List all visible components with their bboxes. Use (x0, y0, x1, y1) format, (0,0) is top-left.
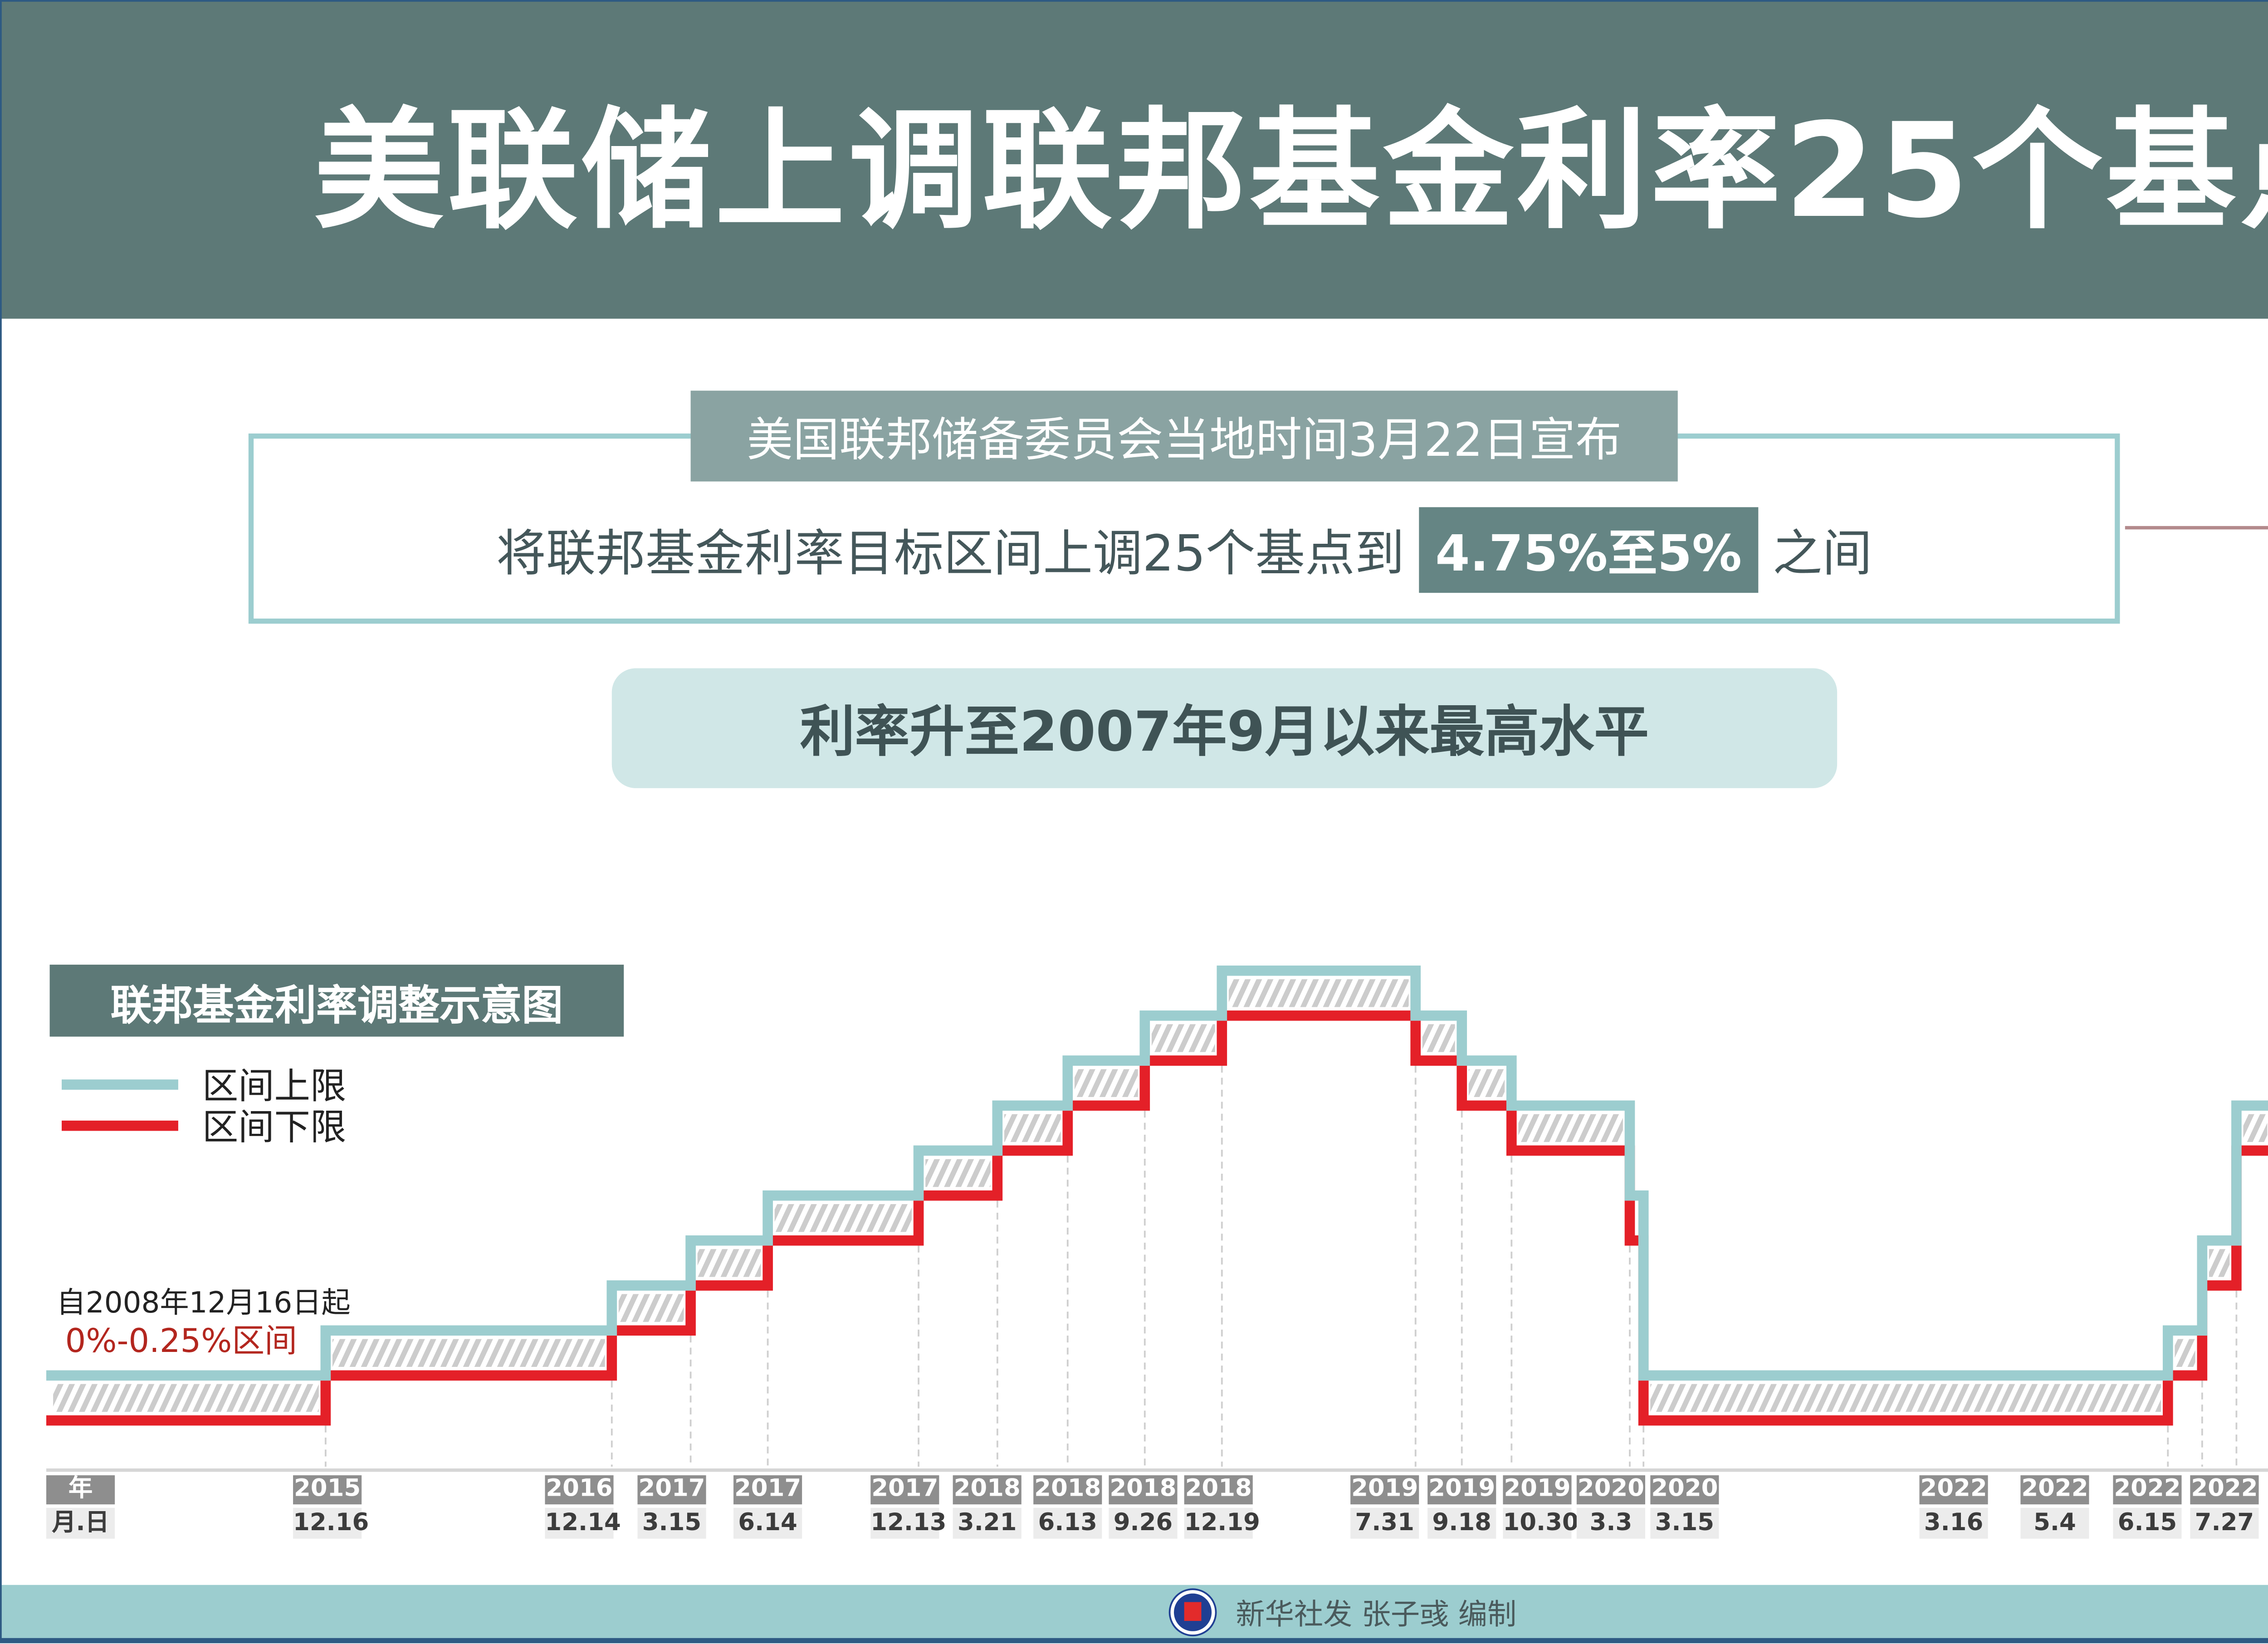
rate-range-highlight: 4.75%至5% (1418, 507, 1759, 593)
rate-band (53, 1384, 319, 1412)
announcement-prefix: 将联邦基金利率目标区间上调25个基点到 (496, 524, 1405, 583)
lower-line-swatch-icon (62, 1120, 178, 1131)
rate-band (1151, 1024, 1215, 1052)
axis-year-header: 年 (46, 1475, 115, 1505)
announcement-suffix: 之间 (1772, 524, 1872, 583)
tick-year: 2022 (2190, 1475, 2259, 1505)
tick-date: 6.13 (1033, 1507, 1102, 1539)
lower-bound-line (46, 1010, 2268, 1426)
tick-date: 12.13 (870, 1507, 947, 1539)
tick-date: 3.15 (1650, 1507, 1719, 1539)
chart-title: 联邦基金利率调整示意图 (49, 965, 624, 1037)
rate-band (1228, 979, 1409, 1007)
tick-date: 6.15 (2113, 1507, 2182, 1539)
tick-year: 2018 (1033, 1475, 1102, 1505)
tick-year: 2020 (1576, 1475, 1645, 1505)
tick-date: 6.14 (733, 1507, 802, 1539)
tick-date: 3.21 (953, 1507, 1022, 1539)
headline-pill: 利率升至2007年9月以来最高水平 (611, 668, 1838, 788)
tick-year: 2018 (953, 1475, 1022, 1505)
xinhua-logo-icon (1170, 1589, 1216, 1634)
announcement-tag: 美国联邦储备委员会当地时间3月22日宣布 (690, 390, 1678, 482)
tick-date: 10.30 (1503, 1507, 1579, 1539)
axis-date-header: 月.日 (46, 1507, 115, 1539)
upper-bound-line (46, 965, 2268, 1381)
rate-band (2209, 1249, 2230, 1277)
announcement-line: 将联邦基金利率目标区间上调25个基点到 4.75%至5% 之间 (249, 502, 2120, 598)
tick-date: 5.4 (2020, 1507, 2089, 1539)
header: 美联储上调联邦基金利率25个基点 (0, 0, 2268, 319)
tick-year: 2019 (1350, 1475, 1419, 1505)
tick-date: 3.16 (1919, 1507, 1988, 1539)
tick-date: 9.18 (1427, 1507, 1496, 1539)
rate-band (332, 1339, 605, 1367)
tick-year: 2022 (2113, 1475, 2182, 1505)
since-note: 自2008年12月16日起 (56, 1287, 351, 1321)
tick-year: 2022 (2020, 1475, 2089, 1505)
tick-year: 2019 (1503, 1475, 1572, 1505)
rate-band (2175, 1339, 2195, 1367)
tick-year: 2016 (545, 1475, 614, 1505)
legend-upper-label: 区间上限 (202, 1065, 347, 1107)
tick-year: 2018 (1109, 1475, 1178, 1505)
tick-date: 12.16 (293, 1507, 369, 1539)
upper-line-swatch-icon (62, 1079, 178, 1090)
tick-year: 2019 (1427, 1475, 1496, 1505)
rate-band (1074, 1069, 1138, 1097)
legend-lower: 区间下限 (62, 1100, 346, 1151)
rate-band (1650, 1384, 2161, 1412)
rate-band (925, 1159, 991, 1187)
rate-band (1422, 1024, 1455, 1052)
tick-date: 9.26 (1109, 1507, 1178, 1539)
tick-date: 3.15 (637, 1507, 706, 1539)
legend-upper: 区间上限 (62, 1059, 346, 1110)
rate-band (1468, 1069, 1505, 1097)
tick-date: 12.14 (545, 1507, 621, 1539)
tick-year: 2020 (1650, 1475, 1719, 1505)
legend-lower-label: 区间下限 (202, 1107, 347, 1148)
rate-band (1518, 1114, 1623, 1142)
tick-year: 2017 (733, 1475, 802, 1505)
tick-year: 2018 (1184, 1475, 1253, 1505)
rate-band (774, 1204, 912, 1232)
footer: 新华社发 张子彧 编制 (0, 1585, 2268, 1644)
tick-year: 2017 (637, 1475, 706, 1505)
rate-band (1004, 1114, 1061, 1142)
rate-band (618, 1294, 684, 1322)
footer-credit: 新华社发 张子彧 编制 (1236, 1598, 1517, 1633)
tick-date: 3.3 (1576, 1507, 1645, 1539)
tick-year: 2017 (870, 1475, 939, 1505)
page-title: 美联储上调联邦基金利率25个基点 (313, 94, 2268, 247)
tick-year: 2022 (1919, 1475, 1988, 1505)
tick-year: 2015 (293, 1475, 362, 1505)
tick-date: 7.31 (1350, 1507, 1419, 1539)
tick-date: 12.19 (1184, 1507, 1260, 1539)
rate-band (2243, 1114, 2268, 1142)
initial-range-note: 0%-0.25%区间 (65, 1322, 297, 1361)
rate-band (697, 1249, 761, 1277)
tick-date: 7.27 (2190, 1507, 2259, 1539)
